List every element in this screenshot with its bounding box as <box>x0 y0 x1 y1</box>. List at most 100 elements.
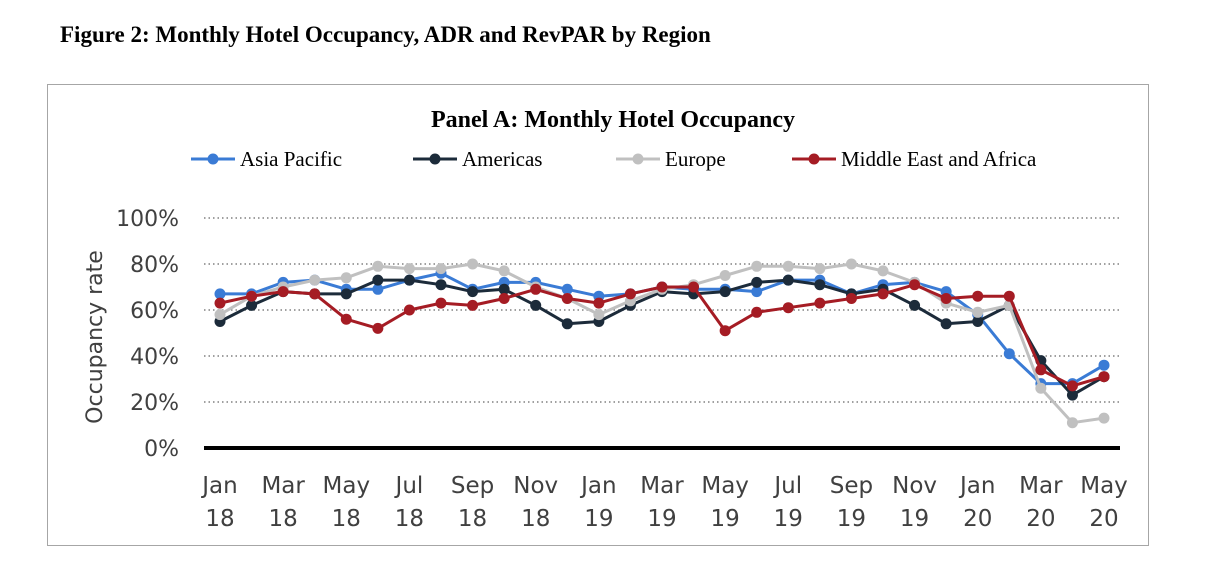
data-point <box>246 290 258 302</box>
x-tick-label-year: 19 <box>900 506 929 532</box>
data-point <box>814 279 826 291</box>
data-point <box>751 306 763 318</box>
data-point <box>403 263 415 275</box>
data-point <box>1066 389 1078 401</box>
data-point <box>782 302 794 314</box>
occupancy-chart: Panel A: Monthly Hotel Occupancy Asia Pa… <box>83 107 1128 532</box>
x-tick-label-month: Nov <box>513 473 558 499</box>
series-line <box>219 283 1105 388</box>
x-tick-label-month: May <box>701 473 749 499</box>
data-point <box>309 274 321 286</box>
legend-label: Americas <box>462 147 542 171</box>
data-point <box>972 316 984 327</box>
data-point <box>561 283 573 295</box>
data-point <box>372 283 384 295</box>
x-axis-ticks: Jan 18 Mar 18 May 18 Jul 18 Sep 18 Nov 18 Jan 19 Mar 19… <box>200 473 1128 532</box>
series-group <box>214 258 1110 429</box>
data-point <box>1098 371 1110 383</box>
x-tick-label-year: 19 <box>711 506 740 532</box>
data-point <box>1098 412 1110 424</box>
data-point <box>940 318 952 330</box>
data-point <box>372 322 384 334</box>
data-point <box>340 272 352 284</box>
data-point <box>877 265 889 277</box>
y-axis-label: Occupancy rate <box>83 250 108 424</box>
data-point <box>403 274 415 286</box>
series-middle-east-and-africa <box>214 279 1110 392</box>
x-tick-label-year: 18 <box>269 506 298 532</box>
data-point <box>498 283 510 295</box>
data-point <box>972 290 984 302</box>
data-point <box>751 276 763 288</box>
x-tick-label-month: Jan <box>579 473 616 499</box>
data-point <box>561 318 573 330</box>
data-point <box>340 313 352 325</box>
data-point <box>845 258 857 270</box>
data-point <box>498 265 510 277</box>
legend-item: Asia Pacific <box>191 147 342 171</box>
data-point <box>246 299 258 311</box>
data-point <box>214 309 226 321</box>
data-point <box>1003 290 1015 302</box>
data-point <box>814 297 826 309</box>
x-tick-label-year: 19 <box>837 506 866 532</box>
data-point <box>1066 380 1078 392</box>
x-tick-label-month: Jul <box>772 473 802 499</box>
x-tick-label-month: Mar <box>640 473 684 499</box>
legend-marker <box>207 153 219 165</box>
chart-title: Panel A: Monthly Hotel Occupancy <box>431 107 795 133</box>
y-tick-label: 100% <box>116 207 179 232</box>
x-tick-label-year: 20 <box>1089 506 1118 532</box>
x-tick-label-year: 18 <box>332 506 361 532</box>
x-tick-label-year: 20 <box>1026 506 1055 532</box>
data-point <box>845 293 857 304</box>
data-point <box>624 288 636 300</box>
data-point <box>1035 382 1047 394</box>
x-tick-label-month: Jan <box>958 473 995 499</box>
y-axis-ticks: 0% 20% 40% 60% 80% 100% <box>116 207 179 462</box>
data-point <box>909 279 921 291</box>
x-tick-label-month: Mar <box>261 473 305 499</box>
legend-marker <box>429 153 441 165</box>
x-tick-label-year: 18 <box>458 506 487 532</box>
data-point <box>719 270 731 281</box>
x-tick-label-month: Sep <box>830 473 873 499</box>
data-point <box>435 297 447 309</box>
y-tick-label: 60% <box>130 299 179 324</box>
data-point <box>277 286 289 298</box>
data-point <box>372 260 384 272</box>
data-point <box>909 299 921 311</box>
legend-item: Europe <box>616 147 726 171</box>
x-tick-label-year: 18 <box>395 506 424 532</box>
data-point <box>467 299 479 311</box>
x-tick-label-year: 19 <box>647 506 676 532</box>
data-point <box>940 293 952 304</box>
x-tick-label-year: 18 <box>521 506 550 532</box>
data-point <box>435 263 447 275</box>
legend-marker <box>632 153 644 165</box>
legend-label: Europe <box>665 147 726 171</box>
data-point <box>467 258 479 270</box>
data-point <box>1035 364 1047 376</box>
legend-label: Middle East and Africa <box>841 147 1037 171</box>
x-tick-label-month: Nov <box>892 473 937 499</box>
data-point <box>688 281 700 293</box>
y-tick-label: 20% <box>130 391 179 416</box>
x-tick-label-year: 20 <box>963 506 992 532</box>
y-tick-label: 80% <box>130 253 179 278</box>
data-point <box>751 286 763 298</box>
chart-panel: Panel A: Monthly Hotel Occupancy Asia Pa… <box>47 84 1149 546</box>
x-tick-label-month: Jan <box>200 473 237 499</box>
legend-label: Asia Pacific <box>240 147 342 171</box>
x-tick-label-year: 18 <box>205 506 234 532</box>
legend: Asia Pacific Americas Europe Middle East an… <box>191 147 1037 171</box>
data-point <box>214 297 226 309</box>
data-point <box>1003 348 1015 360</box>
data-point <box>467 286 479 298</box>
x-tick-label-year: 19 <box>584 506 613 532</box>
data-point <box>751 260 763 272</box>
data-point <box>782 260 794 272</box>
data-point <box>309 288 321 300</box>
data-point <box>1098 359 1110 371</box>
x-tick-label-year: 19 <box>774 506 803 532</box>
